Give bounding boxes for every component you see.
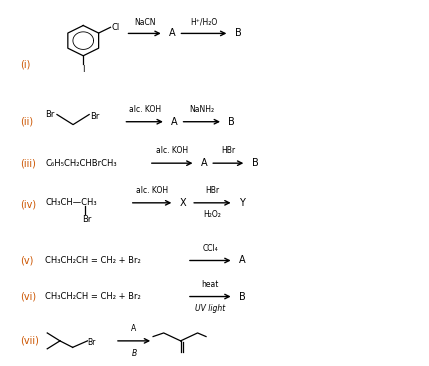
Text: H₂O₂: H₂O₂ xyxy=(203,210,221,219)
Text: (i): (i) xyxy=(20,59,30,69)
Text: alc. KOH: alc. KOH xyxy=(129,105,161,114)
Text: Br: Br xyxy=(88,338,96,347)
Text: alc. KOH: alc. KOH xyxy=(156,146,188,155)
Text: NaCN: NaCN xyxy=(134,18,155,27)
Text: B: B xyxy=(239,292,246,302)
Text: H⁺/H₂O: H⁺/H₂O xyxy=(190,18,218,27)
Text: heat: heat xyxy=(202,280,219,289)
Text: (iii): (iii) xyxy=(20,158,36,168)
Text: Y: Y xyxy=(239,198,245,208)
Text: (iv): (iv) xyxy=(20,199,36,210)
Text: HBr: HBr xyxy=(221,146,236,155)
Text: UV light: UV light xyxy=(195,305,225,313)
Text: B: B xyxy=(131,349,137,358)
Text: CH₃CH₂CH = CH₂ + Br₂: CH₃CH₂CH = CH₂ + Br₂ xyxy=(45,292,141,301)
Text: HBr: HBr xyxy=(205,186,220,195)
Text: B: B xyxy=(229,117,235,127)
Text: A: A xyxy=(171,117,178,127)
Text: CCl₄: CCl₄ xyxy=(202,243,218,253)
Text: alc. KOH: alc. KOH xyxy=(136,186,168,195)
Text: Br: Br xyxy=(82,215,92,224)
Text: Br: Br xyxy=(45,110,54,119)
Text: (ii): (ii) xyxy=(20,117,33,127)
Text: X: X xyxy=(180,198,187,208)
Text: C₆H₅CH₂CHBrCH₃: C₆H₅CH₂CHBrCH₃ xyxy=(45,159,117,168)
Text: (vii): (vii) xyxy=(20,336,39,346)
Text: (vi): (vi) xyxy=(20,292,36,302)
Text: A: A xyxy=(201,158,208,168)
Text: CH₃CH—CH₃: CH₃CH—CH₃ xyxy=(45,198,97,207)
Text: Br: Br xyxy=(90,112,100,121)
Text: Cl: Cl xyxy=(112,23,120,32)
Text: NaNH₂: NaNH₂ xyxy=(189,105,214,114)
Text: I: I xyxy=(82,65,85,74)
Text: B: B xyxy=(235,29,242,38)
Text: (v): (v) xyxy=(20,255,33,265)
Text: B: B xyxy=(252,158,259,168)
Text: A: A xyxy=(131,324,137,333)
Text: A: A xyxy=(169,29,175,38)
Text: CH₃CH₂CH = CH₂ + Br₂: CH₃CH₂CH = CH₂ + Br₂ xyxy=(45,256,141,265)
Text: A: A xyxy=(239,255,246,265)
